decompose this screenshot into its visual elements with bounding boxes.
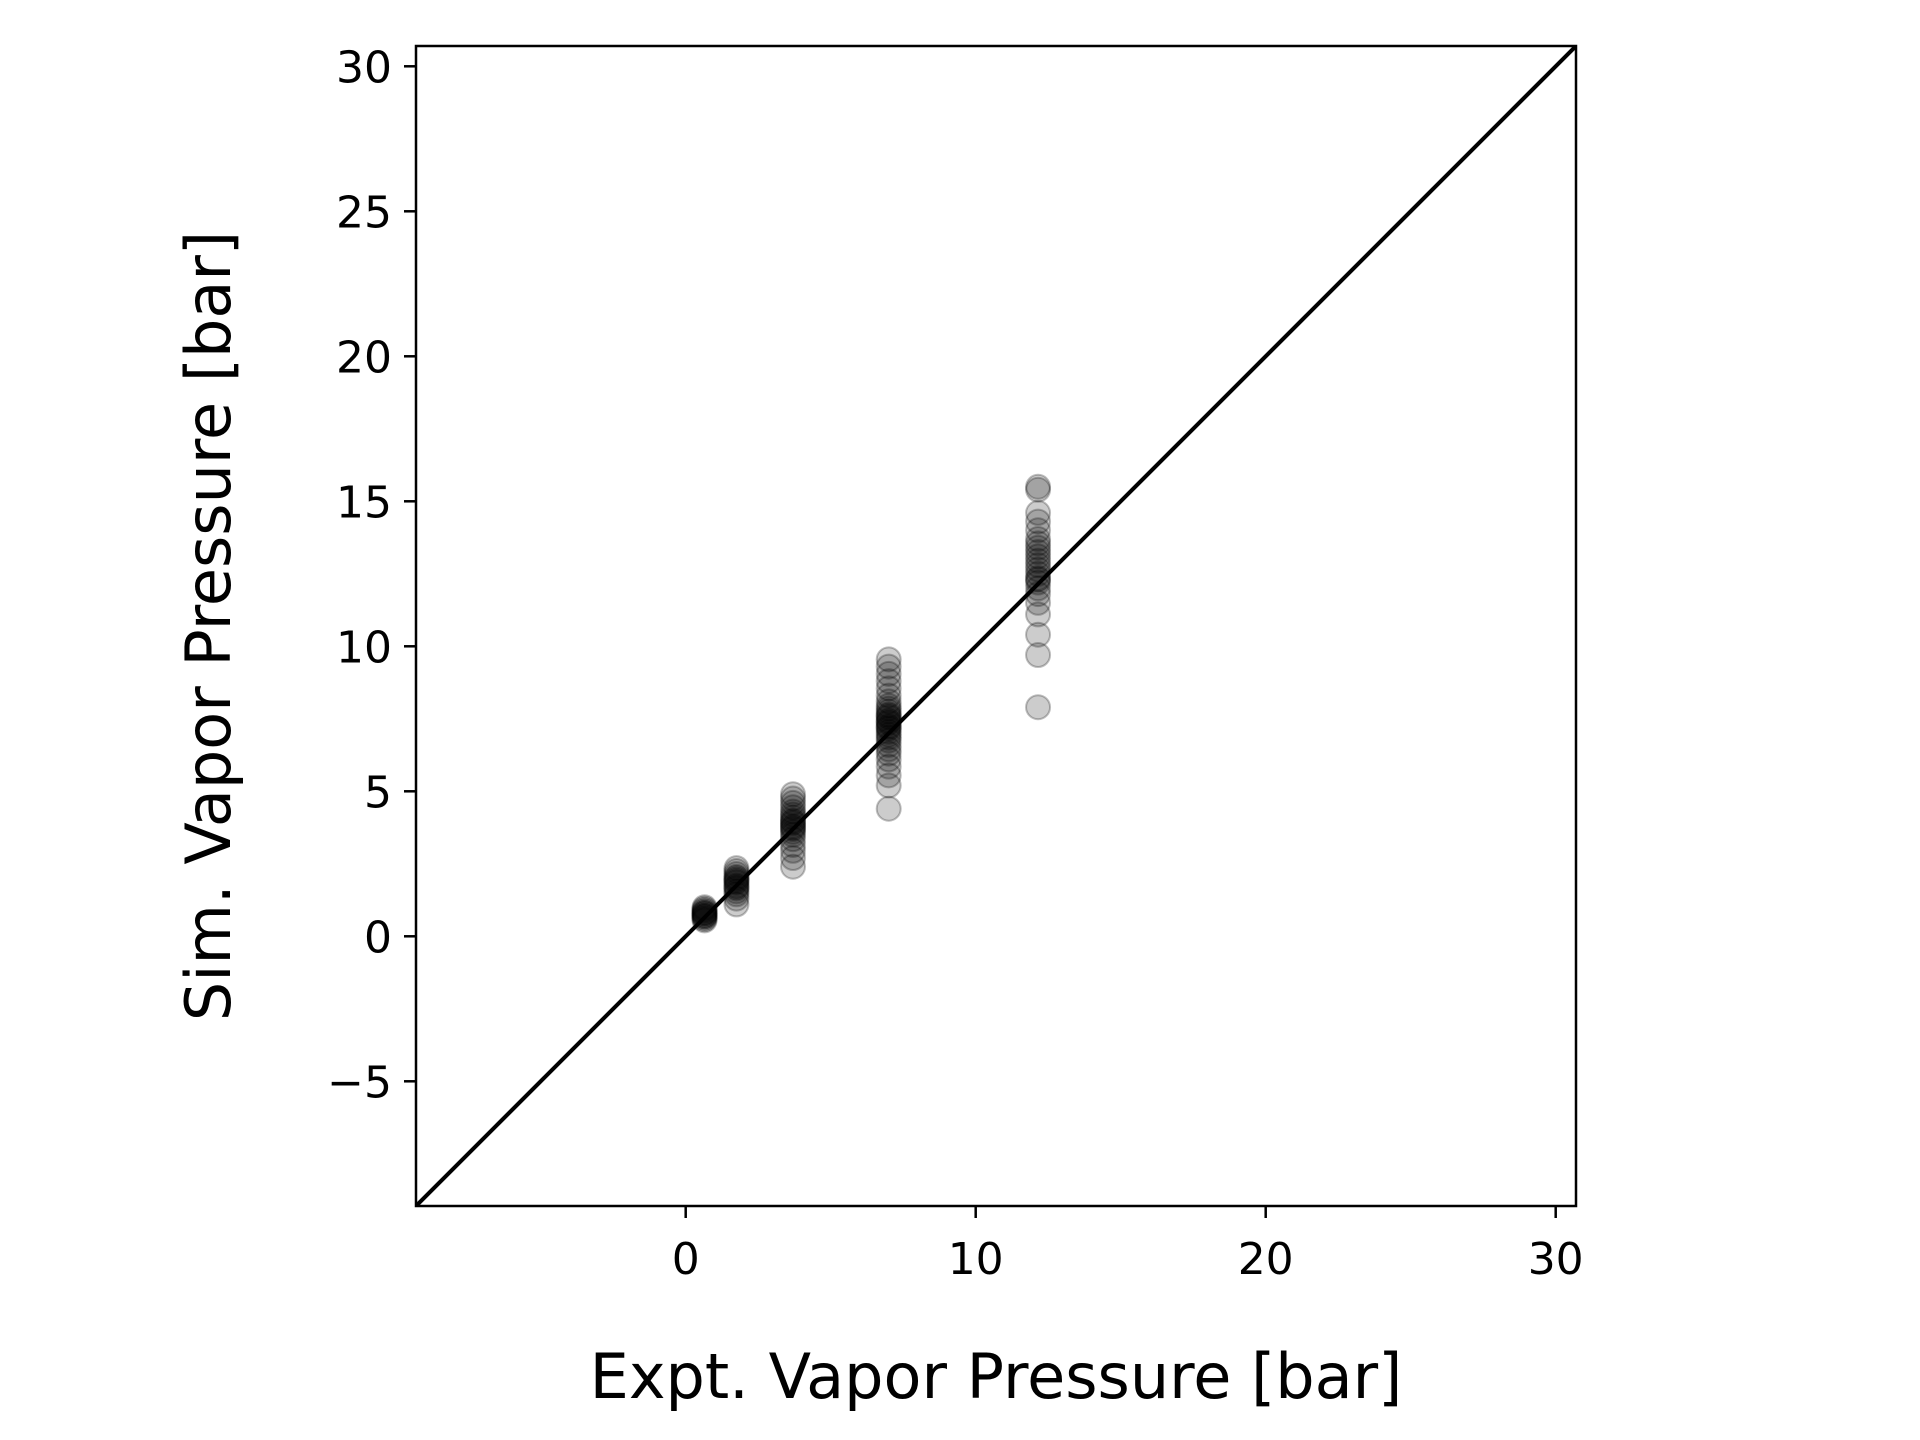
data-point (875, 646, 902, 673)
data-point (875, 704, 902, 731)
data-point (780, 807, 806, 834)
y-tick-label: 30 (336, 42, 392, 93)
data-point (875, 715, 902, 742)
x-tick-label: 0 (672, 1234, 700, 1285)
data-point (1025, 621, 1052, 648)
data-point (1025, 508, 1052, 535)
data-point (1025, 526, 1052, 552)
data-point (691, 900, 718, 927)
y-axis-ticks: −5 0 5 10 15 20 25 30 (327, 42, 416, 1108)
data-point (780, 853, 806, 880)
data-point (723, 891, 750, 918)
data-point (1025, 694, 1052, 721)
data-point (1025, 499, 1052, 526)
data-point (1025, 575, 1052, 602)
data-point (1025, 552, 1052, 579)
x-tick-label: 10 (948, 1234, 1004, 1285)
data-point (875, 746, 902, 773)
data-point (875, 660, 902, 687)
data-point (691, 897, 718, 924)
y-tick-label: 5 (364, 767, 392, 818)
data-point (1025, 601, 1052, 628)
data-point (1025, 547, 1052, 574)
x-tick-label: 20 (1238, 1234, 1294, 1285)
data-point (780, 845, 806, 871)
data-point (691, 901, 718, 928)
x-axis-ticks: 0 10 20 30 (672, 1206, 1584, 1285)
y-tick-label: 15 (336, 477, 392, 528)
data-point (875, 713, 902, 740)
data-point (780, 813, 806, 840)
data-point (875, 772, 902, 799)
data-point (875, 695, 902, 722)
data-point (780, 798, 806, 825)
data-point (875, 698, 902, 725)
data-point (875, 727, 902, 754)
data-point (691, 898, 718, 925)
data-point (1025, 589, 1052, 616)
data-point (780, 837, 806, 864)
data-point (723, 875, 750, 902)
data-point (723, 855, 750, 882)
x-axis-label: Expt. Vapor Pressure [bar] (590, 1340, 1403, 1413)
data-point (780, 781, 806, 808)
data-point (875, 668, 902, 695)
data-point (875, 736, 902, 763)
data-point (1025, 530, 1052, 557)
data-point (780, 810, 806, 837)
data-point (723, 878, 750, 905)
data-point (723, 865, 750, 892)
data-point (1025, 517, 1052, 544)
data-point (780, 818, 806, 845)
data-point (1025, 543, 1052, 570)
data-point (691, 900, 718, 927)
data-point (875, 682, 902, 709)
data-point (691, 907, 718, 934)
data-point (780, 821, 806, 848)
data-point (1025, 476, 1052, 503)
data-point (1025, 534, 1052, 561)
data-point (723, 881, 750, 908)
data-point (875, 762, 902, 789)
reference-line-layer (416, 46, 1576, 1206)
x-tick-label: 30 (1528, 1234, 1584, 1285)
data-point (723, 863, 750, 890)
y-axis-label: Sim. Vapor Pressure [bar] (172, 231, 245, 1021)
data-point (875, 653, 902, 680)
data-point (875, 795, 902, 822)
data-point (1025, 566, 1052, 593)
data-point (723, 866, 750, 893)
data-point (875, 701, 902, 728)
data-point (875, 692, 902, 719)
data-point (875, 688, 902, 715)
identity-line (416, 46, 1576, 1206)
data-point (1025, 539, 1052, 566)
data-point (780, 785, 806, 812)
y-tick-label: 0 (364, 912, 392, 963)
data-point (780, 794, 806, 821)
y-tick-label: 25 (336, 187, 392, 238)
y-tick-label: 10 (336, 622, 392, 673)
data-point (1025, 642, 1052, 668)
data-points (691, 473, 1052, 934)
data-point (875, 753, 902, 780)
data-point (875, 675, 902, 702)
data-point (723, 868, 750, 895)
data-point (780, 831, 806, 858)
data-point (691, 895, 718, 922)
data-point (780, 808, 806, 835)
data-point (1025, 473, 1052, 500)
data-point (780, 789, 806, 816)
data-point (875, 740, 902, 767)
plot-frame (414, 44, 1578, 1208)
data-point (875, 702, 902, 729)
data-point (875, 714, 902, 741)
y-tick-label: 20 (336, 332, 392, 383)
data-point (875, 724, 902, 751)
y-tick-label: −5 (327, 1057, 392, 1108)
data-point (723, 869, 750, 896)
data-point (1025, 565, 1052, 592)
